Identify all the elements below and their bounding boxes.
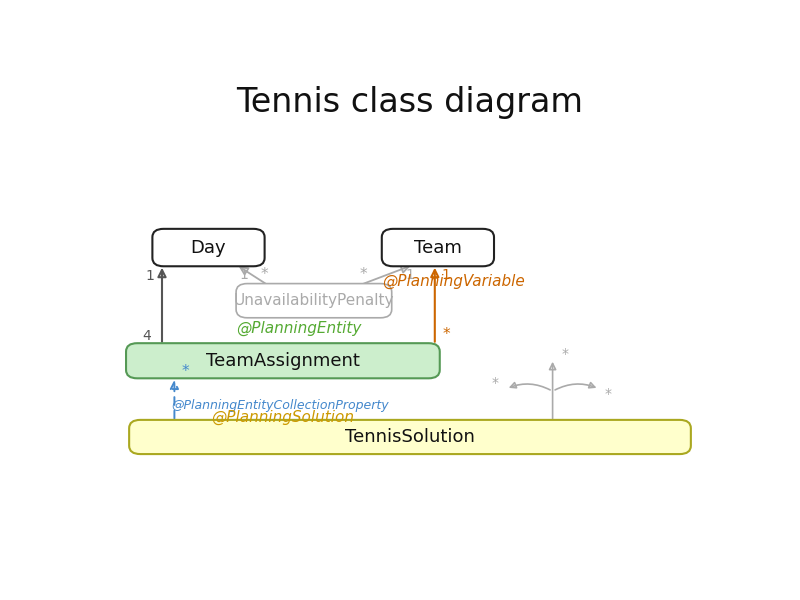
Text: 1: 1 bbox=[145, 269, 154, 283]
Text: 4: 4 bbox=[142, 329, 151, 343]
Text: Tennis class diagram: Tennis class diagram bbox=[237, 86, 583, 119]
Text: *: * bbox=[562, 347, 569, 361]
Text: 1: 1 bbox=[442, 268, 450, 282]
Text: *: * bbox=[605, 386, 612, 401]
FancyBboxPatch shape bbox=[236, 284, 392, 318]
FancyBboxPatch shape bbox=[152, 229, 265, 266]
Text: *: * bbox=[491, 376, 498, 390]
Text: UnavailabilityPenalty: UnavailabilityPenalty bbox=[234, 293, 394, 308]
Text: *: * bbox=[182, 364, 190, 379]
FancyBboxPatch shape bbox=[382, 229, 494, 266]
Text: @PlanningSolution: @PlanningSolution bbox=[211, 410, 354, 425]
FancyBboxPatch shape bbox=[129, 420, 691, 454]
Text: 1: 1 bbox=[406, 268, 414, 282]
Text: @PlanningEntity: @PlanningEntity bbox=[237, 321, 362, 336]
Text: Team: Team bbox=[414, 239, 462, 257]
FancyBboxPatch shape bbox=[126, 343, 440, 379]
Text: @PlanningEntityCollectionProperty: @PlanningEntityCollectionProperty bbox=[171, 399, 389, 412]
Text: *: * bbox=[442, 327, 450, 342]
Text: Day: Day bbox=[190, 239, 226, 257]
Text: *: * bbox=[261, 268, 269, 283]
Text: TeamAssignment: TeamAssignment bbox=[206, 352, 360, 370]
Text: *: * bbox=[359, 268, 367, 283]
Text: @PlanningVariable: @PlanningVariable bbox=[382, 274, 525, 289]
Text: TennisSolution: TennisSolution bbox=[345, 428, 475, 446]
Text: 1: 1 bbox=[239, 268, 248, 282]
